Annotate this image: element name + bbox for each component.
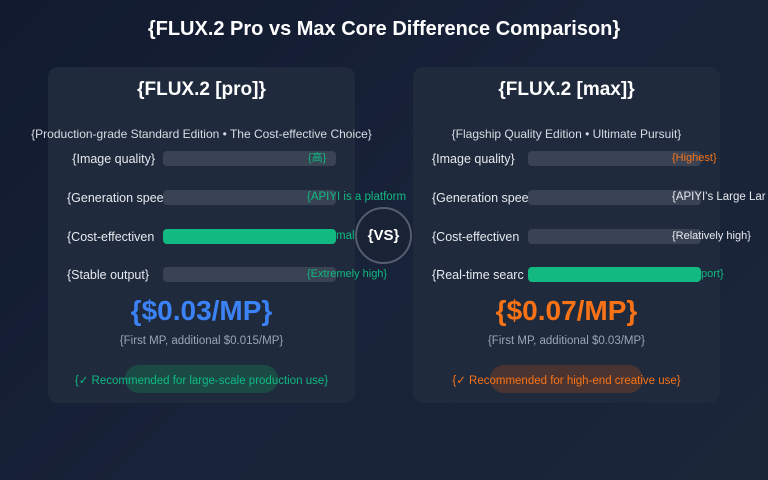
rating-value: {Extremely high} (307, 268, 388, 280)
max-card-title: {FLUX.2 [max]} (498, 79, 635, 100)
max-card-subtitle: {Flagship Quality Edition • Ultimate Pur… (451, 127, 682, 141)
rating-value: {高} (308, 152, 327, 164)
rating-bar: {Relatively high} (528, 229, 751, 244)
rating-bar: {高} (163, 151, 336, 166)
pro-row-generation-speed: {Generation spee {APIYI is a platform (48, 190, 406, 206)
rating-value: {Relatively high} (672, 230, 751, 242)
max-recommendation: {✓ Recommended for high-end creative use… (452, 375, 681, 387)
rating-bar: {Extremely high} (163, 267, 387, 282)
pro-price: {$0.03/MP} (130, 295, 273, 326)
row-label: {Image quality} (72, 152, 155, 166)
page-title: {FLUX.2 Pro vs Max Core Difference Compa… (147, 18, 621, 40)
row-label: {Stable output} (67, 268, 150, 282)
pro-row-image-quality: {Image quality} {高} (48, 151, 355, 167)
row-label: {Generation spee (432, 191, 528, 205)
pro-card-subtitle: {Production-grade Standard Edition • The… (31, 127, 372, 141)
pro-card-title: {FLUX.2 [pro]} (137, 79, 266, 100)
row-label: {Image quality} (432, 152, 515, 166)
max-row-cost-effectiveness: {Cost-effectiven {Relatively high} (413, 229, 751, 245)
pro-price-note: {First MP, additional $0.015/MP} (119, 335, 284, 347)
pro-recommendation-pill (125, 365, 278, 393)
rating-value: {APIYI is a platform (307, 191, 407, 203)
rating-value: {APIYI's Large Lar (672, 191, 766, 203)
rating-value: port} (701, 268, 724, 280)
rating-value: {Highest} (672, 152, 717, 164)
pro-recommendation: {✓ Recommended for large-scale productio… (74, 375, 329, 387)
max-row-image-quality: {Image quality} {Highest} (413, 151, 720, 167)
rating-bar: port} (528, 267, 724, 282)
max-card: {FLUX.2 [max]} {Flagship Quality Edition… (413, 67, 766, 403)
pro-row-stable-output: {Stable output} {Extremely high} (48, 267, 387, 283)
row-label: {Cost-effectiven (67, 230, 155, 244)
max-price-note: {First MP, additional $0.03/MP} (487, 335, 646, 347)
pro-row-cost-effectiveness: {Cost-effectiven mal (48, 229, 355, 245)
row-label: {Generation spee (67, 191, 163, 205)
pro-card: {FLUX.2 [pro]} {Production-grade Standar… (31, 67, 406, 403)
max-row-real-time-search: {Real-time searc port} (413, 267, 724, 283)
rating-bar: mal (163, 229, 355, 244)
rating-bar: {APIYI's Large Lar (528, 190, 766, 205)
rating-bar: {APIYI is a platform (163, 190, 406, 205)
vs-badge: {VS} (355, 207, 412, 264)
max-row-generation-speed: {Generation spee {APIYI's Large Lar (413, 190, 766, 206)
row-label: {Real-time searc (432, 268, 524, 282)
row-label: {Cost-effectiven (432, 230, 520, 244)
max-price: {$0.07/MP} (495, 295, 638, 326)
rating-bar: {Highest} (528, 151, 717, 166)
max-recommendation-pill (490, 365, 643, 393)
rating-value: mal (336, 230, 355, 242)
